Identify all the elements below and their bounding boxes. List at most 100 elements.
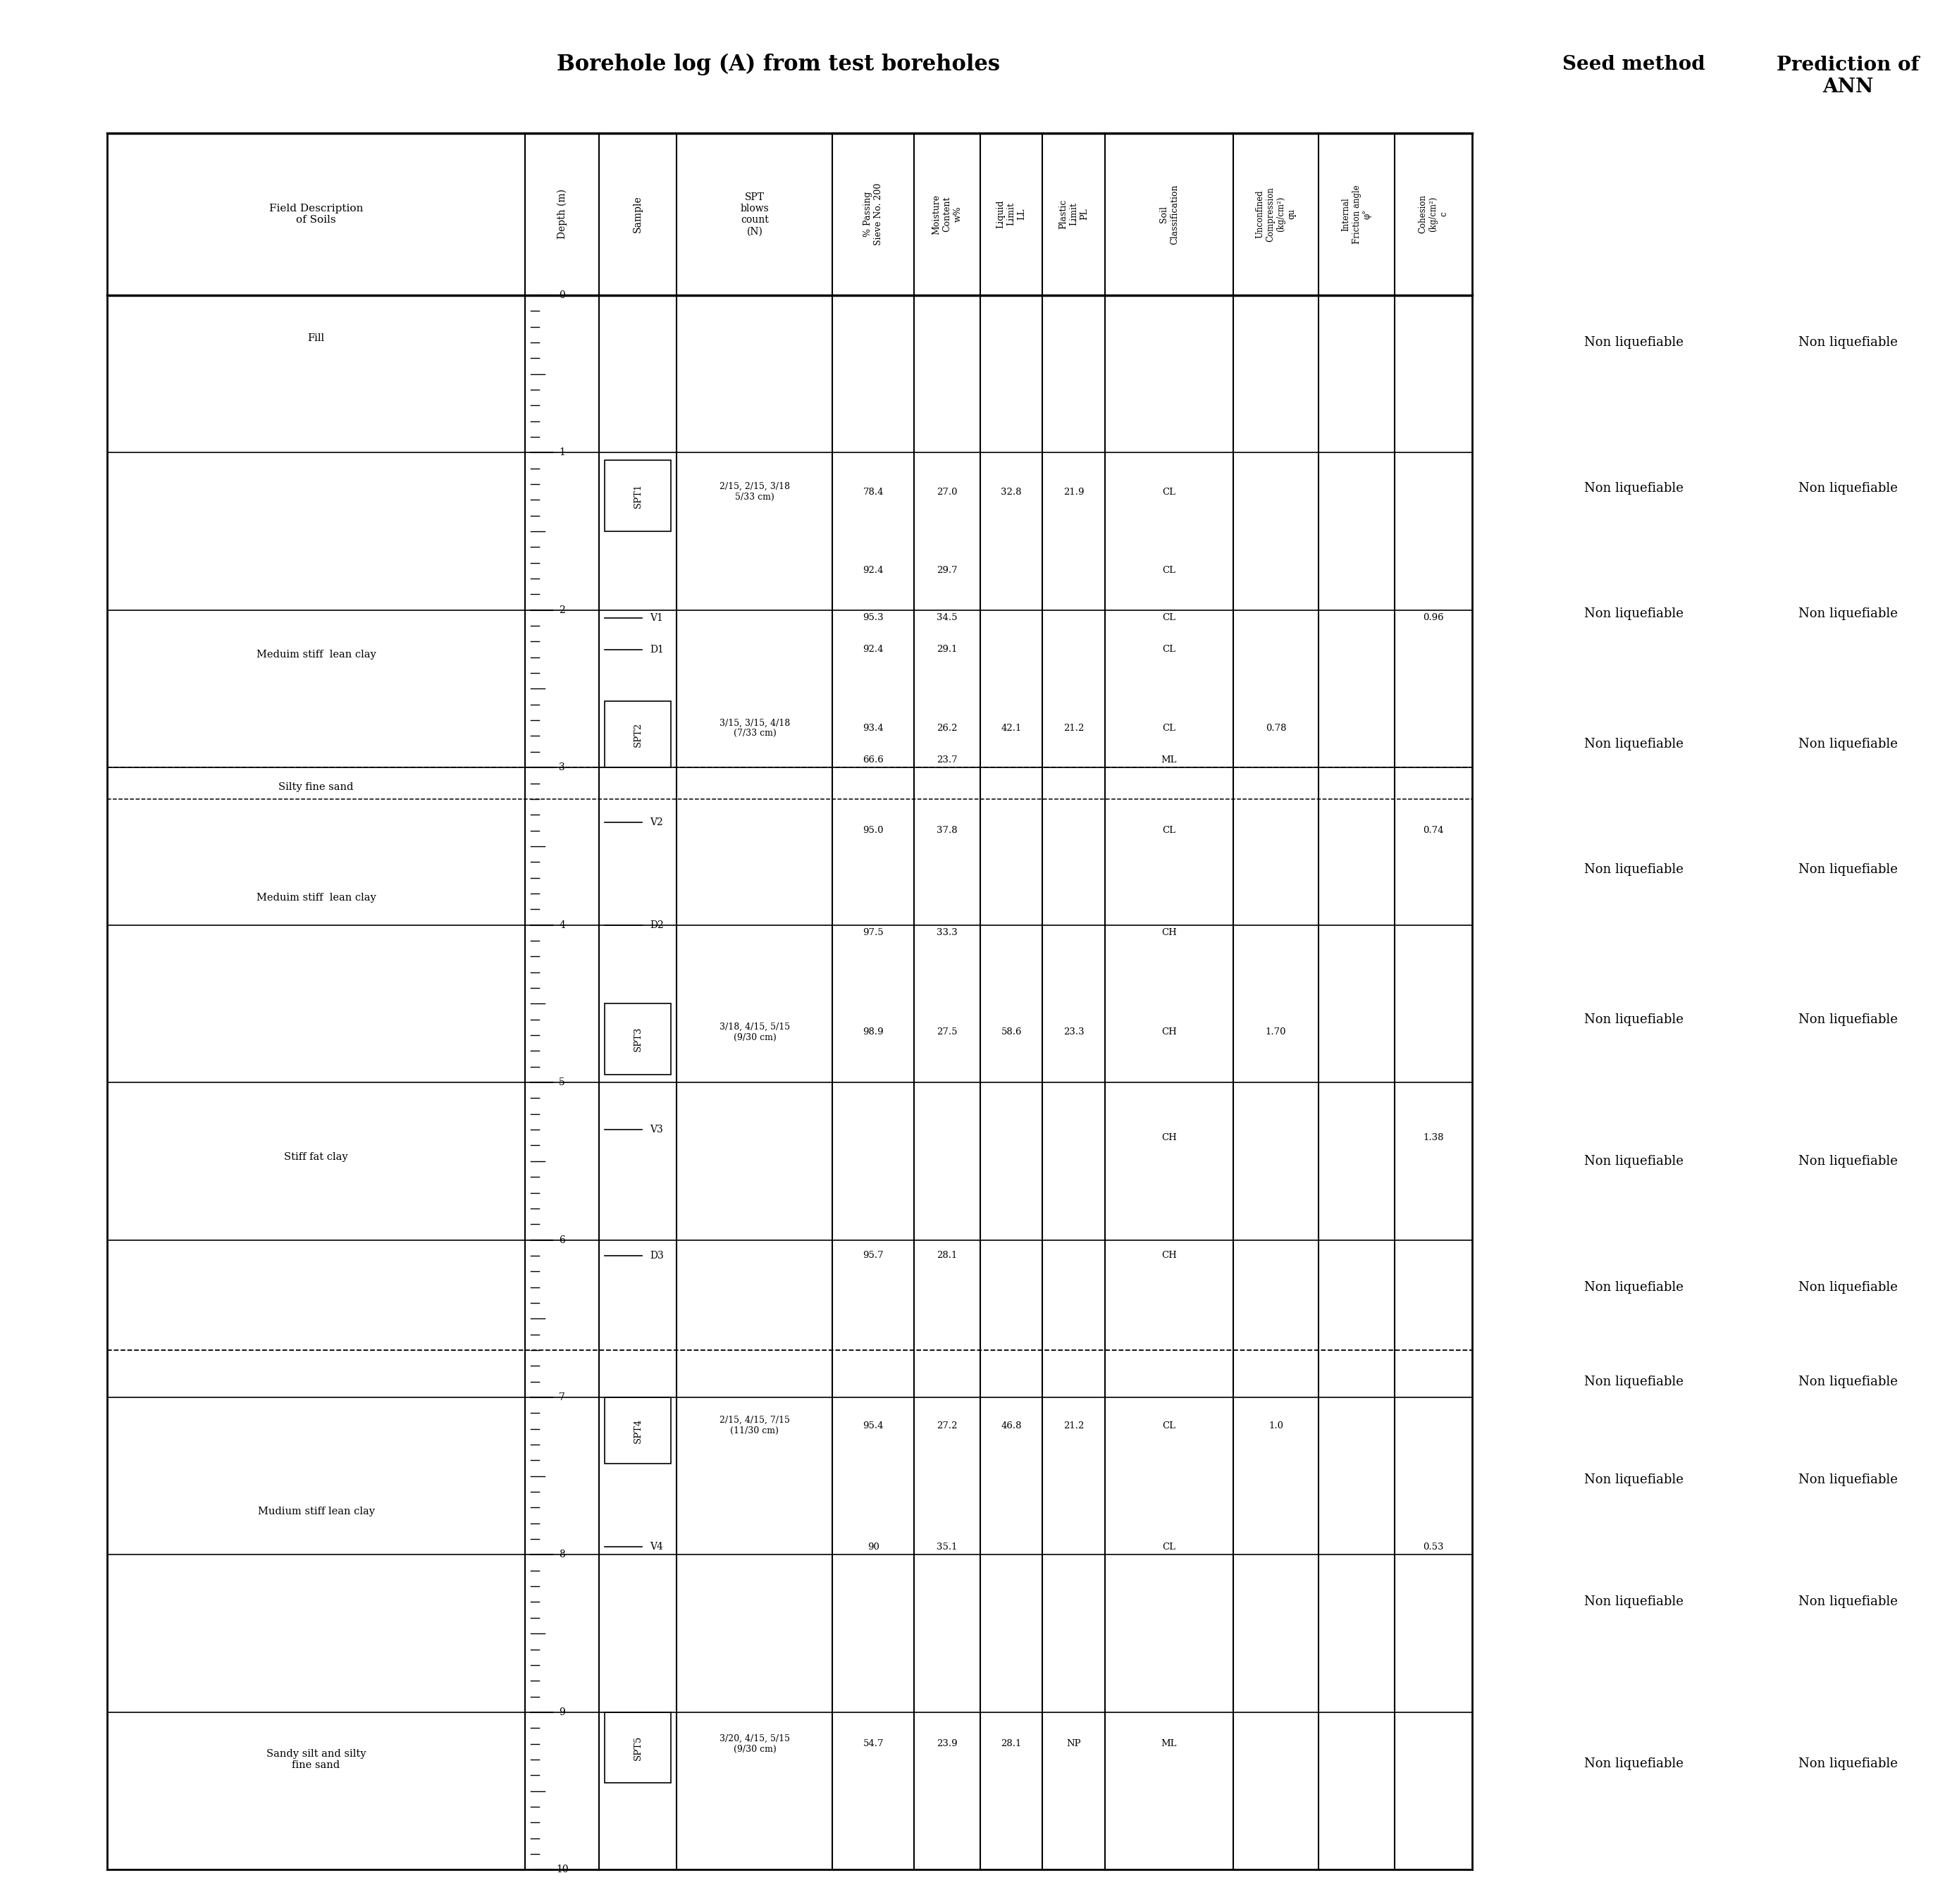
Text: V4: V4 xyxy=(650,1542,663,1552)
Text: 21.9: 21.9 xyxy=(1064,487,1083,497)
Text: 37.8: 37.8 xyxy=(937,826,957,836)
Text: 54.7: 54.7 xyxy=(864,1738,883,1748)
Text: Non liquefiable: Non liquefiable xyxy=(1797,335,1898,348)
Text: ML: ML xyxy=(1161,1738,1177,1748)
Text: 27.5: 27.5 xyxy=(937,1028,957,1036)
Text: 0: 0 xyxy=(558,289,566,301)
Text: 1.38: 1.38 xyxy=(1424,1133,1443,1142)
Text: Non liquefiable: Non liquefiable xyxy=(1797,1596,1898,1609)
Text: Silty fine sand: Silty fine sand xyxy=(278,783,354,792)
Text: Moisture
Content
w%: Moisture Content w% xyxy=(932,194,963,234)
Text: 32.8: 32.8 xyxy=(1002,487,1021,497)
Text: 21.2: 21.2 xyxy=(1064,724,1083,733)
Text: Non liquefiable: Non liquefiable xyxy=(1583,1013,1684,1026)
Text: 34.5: 34.5 xyxy=(937,613,957,623)
Text: 29.1: 29.1 xyxy=(937,645,957,653)
Text: CH: CH xyxy=(1161,1133,1177,1142)
Text: 92.4: 92.4 xyxy=(864,645,883,653)
FancyBboxPatch shape xyxy=(605,1398,671,1464)
Text: % Passing
Sieve No. 200: % Passing Sieve No. 200 xyxy=(864,183,883,246)
Text: 9: 9 xyxy=(558,1708,566,1717)
Text: 2: 2 xyxy=(558,605,566,615)
Text: Non liquefiable: Non liquefiable xyxy=(1797,482,1898,495)
FancyBboxPatch shape xyxy=(605,1003,671,1074)
Text: SPT4: SPT4 xyxy=(634,1418,642,1443)
Text: 95.7: 95.7 xyxy=(864,1251,883,1260)
Text: Non liquefiable: Non liquefiable xyxy=(1797,737,1898,750)
Text: 10: 10 xyxy=(556,1864,568,1875)
Text: CL: CL xyxy=(1163,826,1175,836)
Text: Non liquefiable: Non liquefiable xyxy=(1583,1757,1684,1771)
Text: 29.7: 29.7 xyxy=(937,565,957,575)
Text: 27.0: 27.0 xyxy=(937,487,957,497)
Text: 0.53: 0.53 xyxy=(1424,1542,1443,1552)
Text: 23.3: 23.3 xyxy=(1064,1028,1083,1036)
Text: CH: CH xyxy=(1161,1251,1177,1260)
Text: 8: 8 xyxy=(558,1550,566,1559)
Text: 0.74: 0.74 xyxy=(1424,826,1443,836)
Text: 27.2: 27.2 xyxy=(937,1420,957,1430)
Text: 2/15, 4/15, 7/15
(11/30 cm): 2/15, 4/15, 7/15 (11/30 cm) xyxy=(720,1417,790,1436)
Text: SPT
blows
count
(N): SPT blows count (N) xyxy=(741,192,768,236)
Text: CL: CL xyxy=(1163,487,1175,497)
Text: SPT3: SPT3 xyxy=(634,1026,642,1051)
Text: 1: 1 xyxy=(558,447,566,457)
Text: Non liquefiable: Non liquefiable xyxy=(1583,737,1684,750)
Text: 1.70: 1.70 xyxy=(1266,1028,1286,1036)
Text: Cohesion
(kg/cm²)
c: Cohesion (kg/cm²) c xyxy=(1418,194,1449,234)
Text: 46.8: 46.8 xyxy=(1002,1420,1021,1430)
Text: Non liquefiable: Non liquefiable xyxy=(1583,864,1684,876)
Text: CL: CL xyxy=(1163,724,1175,733)
Text: Non liquefiable: Non liquefiable xyxy=(1583,335,1684,348)
Text: 3/18, 4/15, 5/15
(9/30 cm): 3/18, 4/15, 5/15 (9/30 cm) xyxy=(720,1022,790,1041)
Text: Mudium stiff lean clay: Mudium stiff lean clay xyxy=(257,1506,375,1516)
Text: 4: 4 xyxy=(558,920,566,929)
Text: D1: D1 xyxy=(650,644,663,655)
Text: Non liquefiable: Non liquefiable xyxy=(1797,1474,1898,1487)
Text: 66.6: 66.6 xyxy=(864,756,883,764)
Text: Plastic
Limit
PL: Plastic Limit PL xyxy=(1058,200,1089,228)
Text: 42.1: 42.1 xyxy=(1002,724,1021,733)
Text: Non liquefiable: Non liquefiable xyxy=(1797,1757,1898,1771)
Text: 98.9: 98.9 xyxy=(864,1028,883,1036)
Text: Non liquefiable: Non liquefiable xyxy=(1797,1375,1898,1388)
FancyBboxPatch shape xyxy=(605,701,671,767)
Text: 26.2: 26.2 xyxy=(937,724,957,733)
FancyBboxPatch shape xyxy=(605,1712,671,1784)
Text: 23.7: 23.7 xyxy=(937,756,957,764)
Text: V3: V3 xyxy=(650,1125,663,1135)
Text: Non liquefiable: Non liquefiable xyxy=(1797,1013,1898,1026)
Text: 95.0: 95.0 xyxy=(864,826,883,836)
Text: Non liquefiable: Non liquefiable xyxy=(1583,1474,1684,1487)
Text: 95.4: 95.4 xyxy=(864,1420,883,1430)
Text: V2: V2 xyxy=(650,817,663,828)
Text: 28.1: 28.1 xyxy=(1002,1738,1021,1748)
Text: 58.6: 58.6 xyxy=(1002,1028,1021,1036)
Text: Seed method: Seed method xyxy=(1562,55,1706,74)
Text: 3/20, 4/15, 5/15
(9/30 cm): 3/20, 4/15, 5/15 (9/30 cm) xyxy=(720,1735,790,1754)
Text: Depth (m): Depth (m) xyxy=(556,188,568,240)
Text: 5: 5 xyxy=(558,1078,566,1087)
Text: Meduim stiff  lean clay: Meduim stiff lean clay xyxy=(257,893,375,902)
Text: 3/15, 3/15, 4/18
(7/33 cm): 3/15, 3/15, 4/18 (7/33 cm) xyxy=(720,718,790,739)
Text: CL: CL xyxy=(1163,1542,1175,1552)
Text: D3: D3 xyxy=(650,1251,663,1260)
Text: Non liquefiable: Non liquefiable xyxy=(1583,1281,1684,1293)
Text: Non liquefiable: Non liquefiable xyxy=(1583,1375,1684,1388)
Text: SPT2: SPT2 xyxy=(634,722,642,746)
Text: Unconfined
Compression
(kg/cm²)
qu: Unconfined Compression (kg/cm²) qu xyxy=(1255,187,1297,242)
Text: Soil
Classification: Soil Classification xyxy=(1159,185,1179,244)
Text: Internal
Friction angle
φ°: Internal Friction angle φ° xyxy=(1342,185,1371,244)
Text: Meduim stiff  lean clay: Meduim stiff lean clay xyxy=(257,649,375,661)
FancyBboxPatch shape xyxy=(605,461,671,531)
Text: 0.96: 0.96 xyxy=(1424,613,1443,623)
Text: Fill: Fill xyxy=(307,333,325,343)
Text: Sample: Sample xyxy=(632,196,644,232)
Text: Non liquefiable: Non liquefiable xyxy=(1583,607,1684,621)
Text: Non liquefiable: Non liquefiable xyxy=(1797,1156,1898,1167)
Text: Non liquefiable: Non liquefiable xyxy=(1583,1596,1684,1609)
Text: CH: CH xyxy=(1161,929,1177,937)
Text: 6: 6 xyxy=(558,1236,566,1245)
Text: Liquid
Limit
LL: Liquid Limit LL xyxy=(996,200,1027,228)
Text: CH: CH xyxy=(1161,1028,1177,1036)
